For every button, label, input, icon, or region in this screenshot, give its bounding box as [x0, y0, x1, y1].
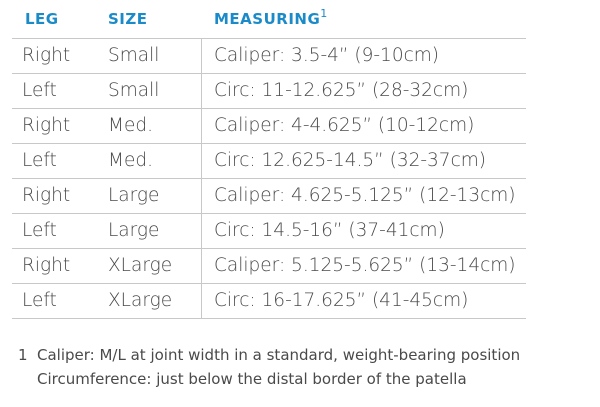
table-cell: Circ: 11-12.625” (28-32cm) [214, 80, 469, 101]
table-cell: Right [22, 45, 71, 66]
row-divider [12, 108, 526, 109]
column-header: MEASURING1 [214, 7, 328, 28]
table-cell: Circ: 16-17.625” (41-45cm) [214, 290, 469, 311]
table-cell: Right [22, 255, 71, 276]
table-cell: Left [22, 220, 57, 241]
row-divider [12, 318, 526, 319]
row-divider [12, 38, 526, 39]
footnote-ref: 1 [320, 7, 328, 20]
table-cell: Large [108, 185, 160, 206]
column-header: LEG [25, 10, 59, 28]
table-cell: Circ: 14.5-16” (37-41cm) [214, 220, 445, 241]
row-divider [12, 283, 526, 284]
header-text: MEASURING [214, 10, 321, 28]
row-divider [12, 248, 526, 249]
table-cell: Left [22, 80, 57, 101]
table-cell: Med. [108, 150, 153, 171]
header-text: LEG [25, 10, 59, 28]
column-header: SIZE [108, 10, 148, 28]
table-cell: Left [22, 150, 57, 171]
footnote-line: Caliper: M/L at joint width in a standar… [37, 346, 521, 364]
table-cell: XLarge [108, 255, 173, 276]
row-divider [12, 73, 526, 74]
table-cell: Right [22, 115, 71, 136]
row-divider [12, 143, 526, 144]
table-cell: Small [108, 80, 160, 101]
table-cell: XLarge [108, 290, 173, 311]
table-cell: Caliper: 4-4.625” (10-12cm) [214, 115, 475, 136]
table-cell: Small [108, 45, 160, 66]
table-cell: Right [22, 185, 71, 206]
footnote-marker: 1 [18, 346, 28, 364]
table-cell: Med. [108, 115, 153, 136]
table-cell: Caliper: 3.5-4” (9-10cm) [214, 45, 439, 66]
table-cell: Left [22, 290, 57, 311]
header-text: SIZE [108, 10, 148, 28]
table-cell: Caliper: 5.125-5.625” (13-14cm) [214, 255, 516, 276]
row-divider [12, 178, 526, 179]
table-cell: Large [108, 220, 160, 241]
column-divider [201, 38, 202, 318]
table-cell: Circ: 12.625-14.5” (32-37cm) [214, 150, 486, 171]
table-cell: Caliper: 4.625-5.125” (12-13cm) [214, 185, 516, 206]
row-divider [12, 213, 526, 214]
footnote-line: Circumference: just below the distal bor… [37, 370, 467, 388]
